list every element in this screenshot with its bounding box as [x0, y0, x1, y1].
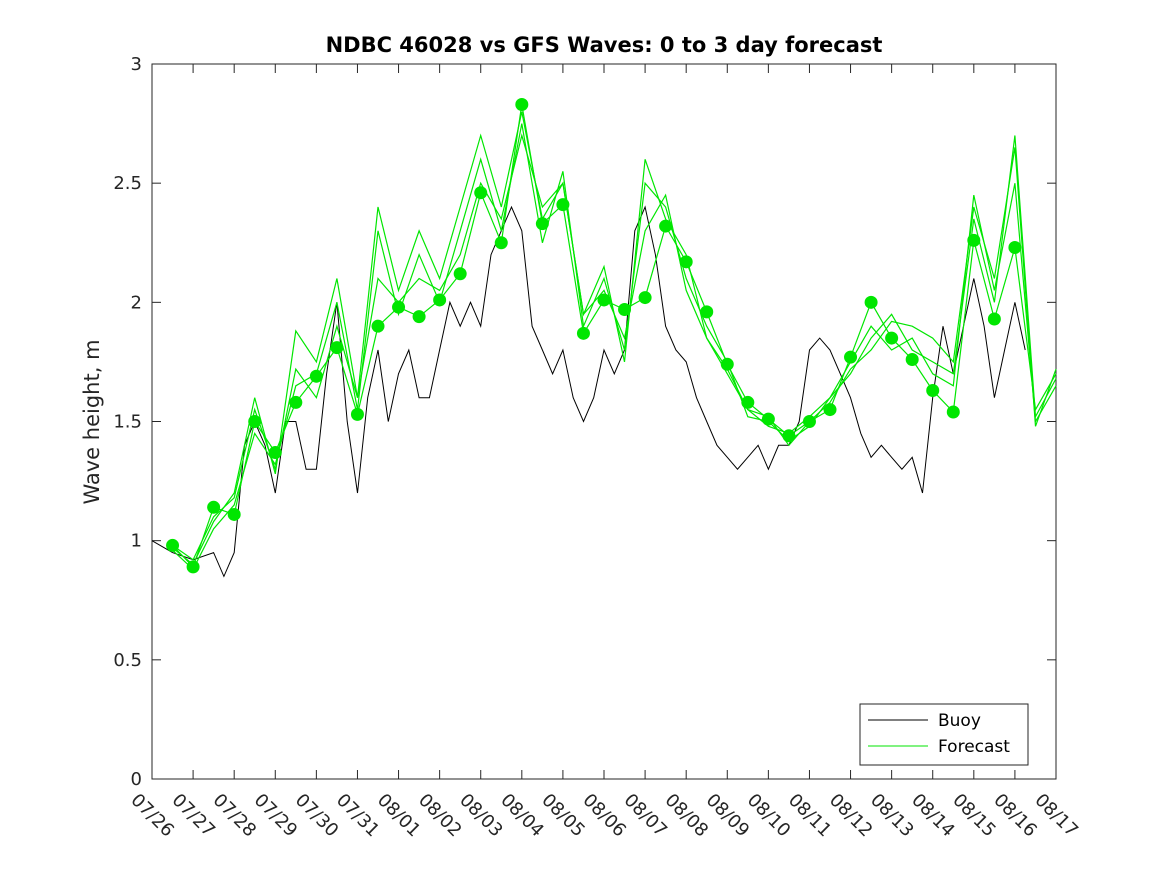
plot-area [151, 63, 1057, 780]
forecast-marker [248, 415, 262, 428]
forecast-marker [494, 236, 508, 250]
buoy-line [151, 205, 1026, 578]
forecast-marker [392, 300, 406, 314]
forecast-marker [453, 267, 467, 281]
forecast-marker [576, 326, 590, 340]
forecast-marker [618, 302, 632, 316]
forecast-marker [844, 350, 858, 364]
forecast-marker [782, 429, 796, 443]
forecast-marker [761, 412, 775, 426]
forecast-marker [597, 293, 611, 307]
chart-title: NDBC 46028 vs GFS Waves: 0 to 3 day fore… [326, 33, 883, 57]
forecast-marker [207, 500, 221, 514]
forecast-line [172, 111, 1057, 566]
y-axis-label: Wave height, m [80, 339, 104, 504]
forecast-marker [474, 186, 488, 200]
forecast-marker [556, 198, 570, 212]
forecast-marker [720, 357, 734, 371]
forecast-marker [864, 295, 878, 309]
y-tick-label: 1.5 [113, 412, 142, 433]
legend-label-buoy: Buoy [938, 711, 981, 731]
forecast-marker [186, 560, 200, 574]
forecast-marker [659, 219, 673, 233]
legend: Buoy Forecast [859, 703, 1029, 766]
forecast-marker [967, 233, 981, 247]
forecast-marker [885, 331, 899, 345]
forecast-marker [946, 405, 960, 419]
legend-box [859, 703, 1029, 766]
forecast-marker [227, 507, 241, 521]
forecast-marker [309, 369, 323, 383]
y-tick-label: 3 [131, 54, 142, 75]
forecast-marker [535, 217, 549, 231]
y-axis: 0 0.5 1 1.5 2 2.5 3 [113, 54, 1056, 790]
forecast-marker [1008, 241, 1022, 255]
forecast-marker [268, 445, 282, 459]
buoy-series [151, 205, 1026, 578]
forecast-marker [433, 293, 447, 307]
forecast-marker [166, 538, 180, 552]
y-tick-label: 1 [131, 531, 142, 552]
forecast-marker [330, 341, 344, 355]
forecast-marker [350, 407, 364, 421]
y-tick-label: 2 [131, 292, 142, 313]
y-tick-label: 0.5 [113, 650, 142, 671]
forecast-marker [371, 319, 385, 333]
forecast-marker [679, 255, 693, 269]
forecast-marker [905, 353, 919, 367]
forecast-marker [926, 384, 940, 398]
forecast-marker [638, 291, 652, 305]
forecast-markers [166, 98, 1022, 574]
forecast-marker [700, 305, 714, 319]
y-tick-label: 2.5 [113, 173, 142, 194]
y-tick-label: 0 [131, 769, 142, 790]
forecast-marker [412, 310, 426, 324]
legend-label-forecast: Forecast [938, 737, 1010, 757]
forecast-marker [987, 312, 1001, 326]
forecast-marker [802, 415, 816, 428]
forecast-marker [289, 395, 303, 409]
forecast-marker [741, 395, 755, 409]
forecast-marker [515, 98, 529, 112]
forecast-marker [823, 403, 837, 417]
